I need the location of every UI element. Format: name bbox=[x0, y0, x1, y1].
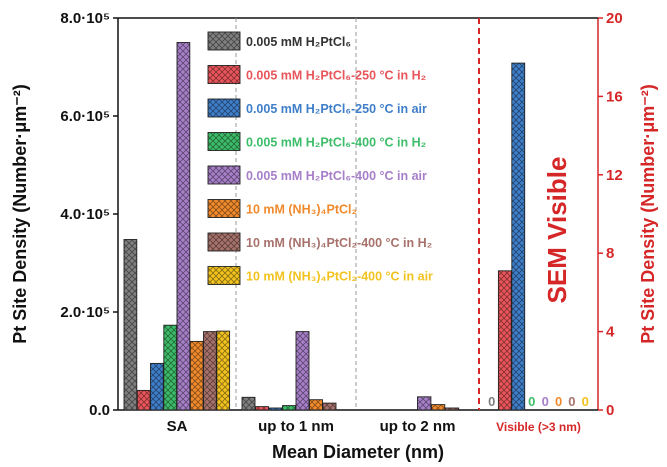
sem-visible-annotation: SEM Visible bbox=[542, 157, 572, 304]
visible-zero-label-4: 0 bbox=[542, 394, 549, 409]
bar-6-0 bbox=[203, 331, 217, 411]
y-axis-label-right: Pt Site Density (Number·μm⁻²) bbox=[638, 84, 658, 344]
visible-zero-label-6: 0 bbox=[568, 394, 575, 409]
bar-0-1 bbox=[241, 396, 256, 411]
bar-2-1 bbox=[268, 407, 283, 411]
category-label-2: up to 2 nm bbox=[380, 418, 456, 435]
y-axis-label-left: Pt Site Density (Number·μm⁻²) bbox=[10, 84, 30, 344]
right-axis-ticks: 0 4 8 12 16 20 bbox=[598, 10, 623, 419]
visible-zero-label-3: 0 bbox=[528, 394, 535, 409]
bar-3-0 bbox=[163, 324, 178, 411]
category-label-0: SA bbox=[167, 418, 188, 435]
bar-1-3 bbox=[497, 270, 512, 411]
bar-2-3 bbox=[511, 62, 526, 411]
bar-4-0 bbox=[176, 42, 191, 411]
right-tick-label-0: 0 bbox=[606, 402, 614, 419]
left-tick-label-3: 6.0·10⁵ bbox=[60, 108, 110, 125]
x-axis-label: Mean Diameter (nm) bbox=[272, 442, 444, 462]
bar-6-2 bbox=[444, 407, 460, 411]
bar-4-2 bbox=[417, 396, 432, 411]
legend-label-1: 0.005 mM H₂PtCl₆-250 °C in H₂ bbox=[246, 69, 426, 83]
left-tick-label-4: 8.0·10⁵ bbox=[60, 10, 110, 27]
legend-swatch-3 bbox=[207, 132, 241, 151]
category-label-1: up to 1 nm bbox=[258, 418, 334, 435]
bar-2-0 bbox=[150, 362, 164, 411]
right-tick-label-2: 8 bbox=[606, 245, 614, 262]
bar-5-2 bbox=[430, 404, 446, 411]
legend-swatch-4 bbox=[207, 165, 241, 185]
category-labels: SA up to 1 nm up to 2 nm Visible (>3 nm) bbox=[167, 418, 581, 435]
legend-swatch-5 bbox=[207, 199, 241, 218]
left-tick-label-2: 4.0·10⁵ bbox=[60, 206, 110, 223]
bar-5-1 bbox=[309, 399, 323, 411]
bar-5-0 bbox=[189, 340, 204, 411]
visible-zero-label-5: 0 bbox=[555, 394, 562, 409]
bar-1-1 bbox=[255, 406, 269, 411]
legend-label-3: 0.005 mM H₂PtCl₆-400 °C in H₂ bbox=[246, 136, 426, 150]
legend-label-0: 0.005 mM H₂PtCl₆ bbox=[246, 35, 351, 49]
legend-label-2: 0.005 mM H₂PtCl₆-250 °C in air bbox=[246, 102, 427, 116]
legend-swatch-6 bbox=[207, 232, 241, 252]
legend-label-6: 10 mM (NH₃)₄PtCl₂-400 °C in H₂ bbox=[246, 236, 432, 250]
legend-label-4: 0.005 mM H₂PtCl₆-400 °C in air bbox=[246, 169, 427, 183]
left-axis-ticks: 0.0 2.0·10⁵ 4.0·10⁵ 6.0·10⁵ 8.0·10⁵ bbox=[60, 10, 118, 419]
legend-swatch-2 bbox=[207, 98, 241, 118]
legend-label-5: 10 mM (NH₃)₄PtCl₂ bbox=[246, 203, 357, 217]
category-label-3: Visible (>3 nm) bbox=[496, 420, 581, 434]
bar-1-0 bbox=[136, 389, 151, 411]
right-tick-label-4: 16 bbox=[606, 88, 623, 105]
visible-zero-label-0: 0 bbox=[488, 394, 495, 409]
bar-0-0 bbox=[123, 239, 138, 411]
bar-7-0 bbox=[216, 330, 231, 411]
left-tick-label-1: 2.0·10⁵ bbox=[60, 304, 110, 321]
legend-swatch-0 bbox=[207, 31, 241, 51]
legend: 0.005 mM H₂PtCl₆ 0.005 mM H₂PtCl₆-250 °C … bbox=[207, 31, 433, 285]
legend-swatch-1 bbox=[207, 65, 241, 84]
left-tick-label-0: 0.0 bbox=[89, 402, 110, 419]
right-tick-label-1: 4 bbox=[606, 324, 615, 341]
right-tick-label-3: 12 bbox=[606, 167, 623, 184]
legend-swatch-7 bbox=[207, 266, 241, 285]
visible-zero-label-7: 0 bbox=[582, 394, 589, 409]
right-tick-label-5: 20 bbox=[606, 10, 623, 27]
bar-3-1 bbox=[282, 405, 296, 411]
legend-label-7: 10 mM (NH₃)₄PtCl₂-400 °C in air bbox=[246, 270, 433, 284]
bar-4-1 bbox=[295, 331, 310, 411]
bar-6-1 bbox=[322, 402, 337, 411]
